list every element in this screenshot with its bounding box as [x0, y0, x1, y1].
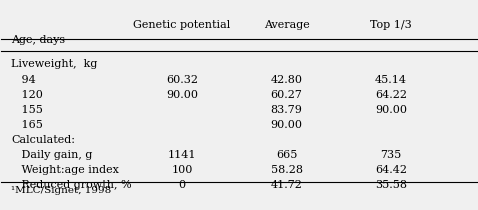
- Text: 165: 165: [11, 120, 43, 130]
- Text: 90.00: 90.00: [271, 120, 303, 130]
- Text: 120: 120: [11, 90, 43, 100]
- Text: 1141: 1141: [168, 150, 196, 160]
- Text: 41.72: 41.72: [271, 180, 303, 190]
- Text: Age, days: Age, days: [11, 34, 65, 45]
- Text: Reduced growth, %: Reduced growth, %: [11, 180, 131, 190]
- Text: Calculated:: Calculated:: [11, 135, 75, 145]
- Text: Genetic potential: Genetic potential: [133, 20, 230, 30]
- Text: 90.00: 90.00: [166, 90, 198, 100]
- Text: 83.79: 83.79: [271, 105, 303, 115]
- Text: Daily gain, g: Daily gain, g: [11, 150, 92, 160]
- Text: Average: Average: [264, 20, 309, 30]
- Text: 64.22: 64.22: [375, 90, 407, 100]
- Text: 0: 0: [178, 180, 185, 190]
- Text: 42.80: 42.80: [271, 75, 303, 85]
- Text: 735: 735: [380, 150, 402, 160]
- Text: 100: 100: [171, 165, 193, 175]
- Text: 155: 155: [11, 105, 43, 115]
- Text: ¹MLC/Signet, 1998: ¹MLC/Signet, 1998: [11, 186, 111, 195]
- Text: 94: 94: [11, 75, 36, 85]
- Text: 64.42: 64.42: [375, 165, 407, 175]
- Text: 60.32: 60.32: [166, 75, 198, 85]
- Text: Top 1/3: Top 1/3: [370, 20, 412, 30]
- Text: 60.27: 60.27: [271, 90, 303, 100]
- Text: 35.58: 35.58: [375, 180, 407, 190]
- Text: 45.14: 45.14: [375, 75, 407, 85]
- Text: Weight:age index: Weight:age index: [11, 165, 119, 175]
- Text: 665: 665: [276, 150, 297, 160]
- Text: 58.28: 58.28: [271, 165, 303, 175]
- Text: 90.00: 90.00: [375, 105, 407, 115]
- Text: Liveweight,  kg: Liveweight, kg: [11, 59, 97, 70]
